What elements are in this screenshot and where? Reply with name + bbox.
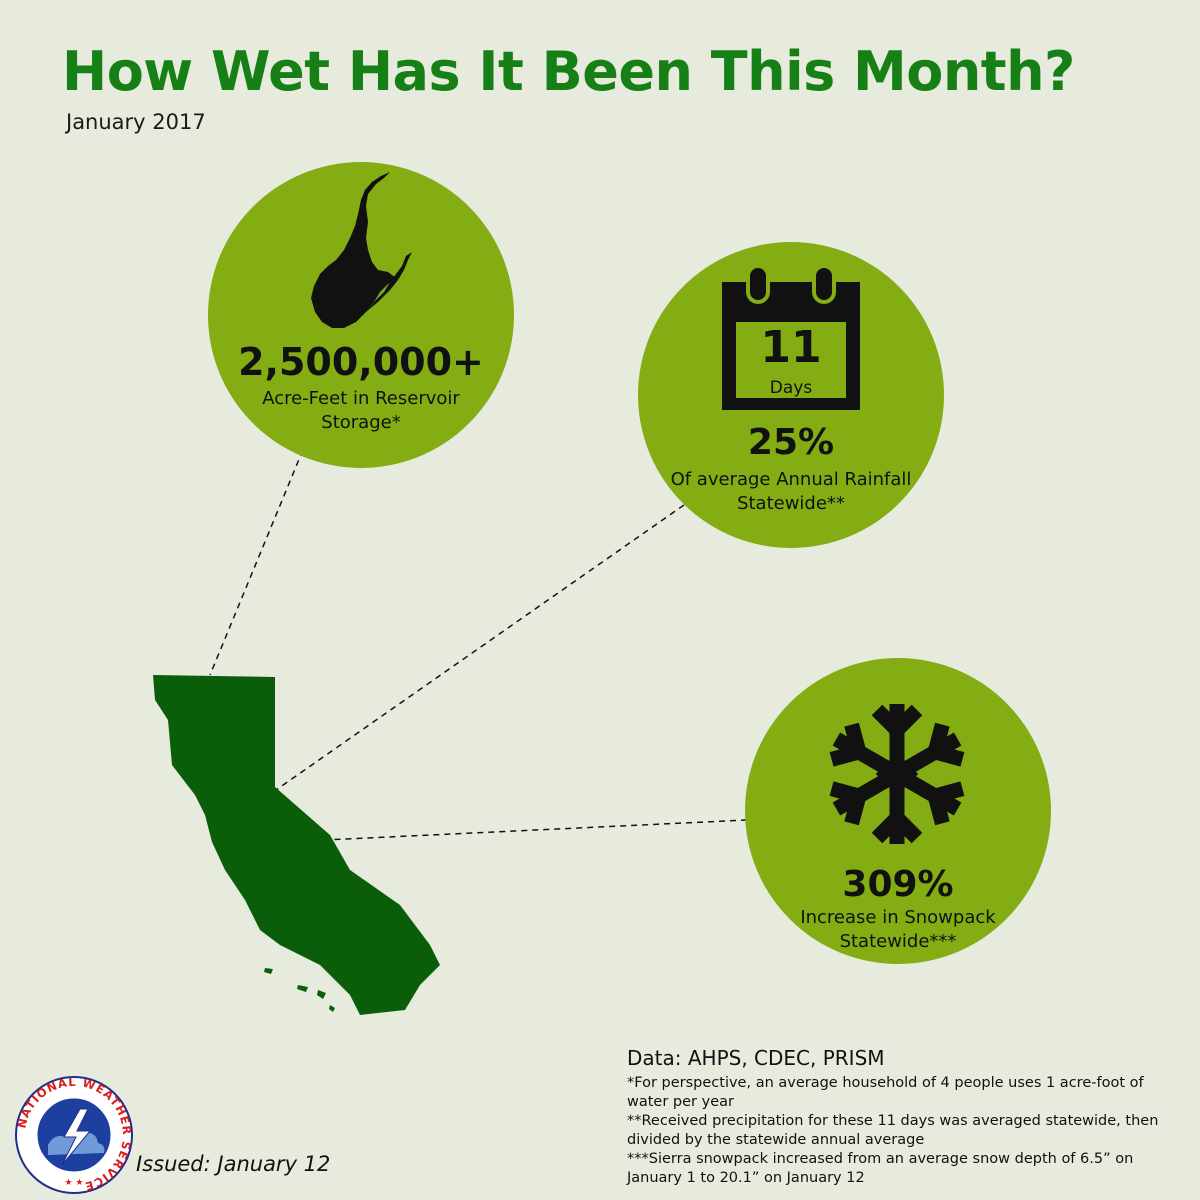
reservoir-stat-circle: 2,500,000+ Acre-Feet in Reservoir Storag…	[208, 162, 514, 468]
page-title: How Wet Has It Been This Month?	[62, 40, 1075, 103]
reservoir-label-line2: Storage*	[321, 412, 401, 433]
footnote-3-line1: ***Sierra snowpack increased from an ave…	[627, 1151, 1134, 1167]
calendar-unit: Days	[769, 378, 813, 398]
reservoir-label-line1: Acre-Feet in Reservoir	[262, 388, 460, 409]
connector-snowpack	[324, 819, 748, 841]
reservoir-value: 2,500,000+	[238, 340, 484, 384]
snowpack-label-line1: Increase in Snowpack	[800, 907, 996, 928]
rainfall-label: Of average Annual Rainfall Statewide**	[661, 468, 921, 516]
footnote-3: ***Sierra snowpack increased from an ave…	[627, 1150, 1187, 1188]
rainfall-label-line1: Of average Annual Rainfall	[670, 469, 912, 490]
footnote-2: **Received precipitation for these 11 da…	[627, 1112, 1187, 1150]
connector-rainfall	[275, 504, 685, 791]
rainfall-value: 25%	[747, 422, 835, 463]
calendar-number: 11	[760, 322, 822, 373]
rainfall-stat-circle: 11 Days 25% Of average Annual Rainfall S…	[638, 242, 944, 548]
reservoir-label: Acre-Feet in Reservoir Storage*	[248, 387, 474, 435]
svg-text:★ ★: ★ ★	[65, 1178, 84, 1188]
snowpack-label-line2: Statewide***	[839, 931, 957, 952]
footnote-1-line1: *For perspective, an average household o…	[627, 1075, 1144, 1091]
footnote-2-line1: **Received precipitation for these 11 da…	[627, 1113, 1159, 1129]
data-source: Data: AHPS, CDEC, PRISM	[627, 1046, 885, 1070]
calendar-icon	[722, 264, 860, 410]
footnote-1: *For perspective, an average household o…	[627, 1074, 1187, 1112]
snowpack-label: Increase in Snowpack Statewide***	[785, 906, 1011, 954]
footnote-3-line2: January 1 to 20.1” on January 12	[627, 1170, 865, 1186]
footnote-1-line2: water per year	[627, 1094, 734, 1110]
data-notes: Data: AHPS, CDEC, PRISM *For perspective…	[627, 1046, 1187, 1188]
connector-reservoir	[209, 439, 308, 676]
lake-silhouette-icon	[311, 172, 412, 328]
issued-date: Issued: January 12	[136, 1152, 331, 1176]
footnote-2-line2: divided by the statewide annual average	[627, 1132, 925, 1148]
snowpack-stat-circle: 309% Increase in Snowpack Statewide***	[745, 658, 1051, 964]
page-subtitle: January 2017	[66, 110, 206, 134]
snowflake-icon	[821, 704, 973, 850]
rainfall-label-line2: Statewide**	[737, 493, 845, 514]
snowpack-value: 309%	[842, 864, 954, 905]
nws-logo-icon: NATIONAL WEATHER SERVICE ★ ★	[14, 1075, 133, 1194]
